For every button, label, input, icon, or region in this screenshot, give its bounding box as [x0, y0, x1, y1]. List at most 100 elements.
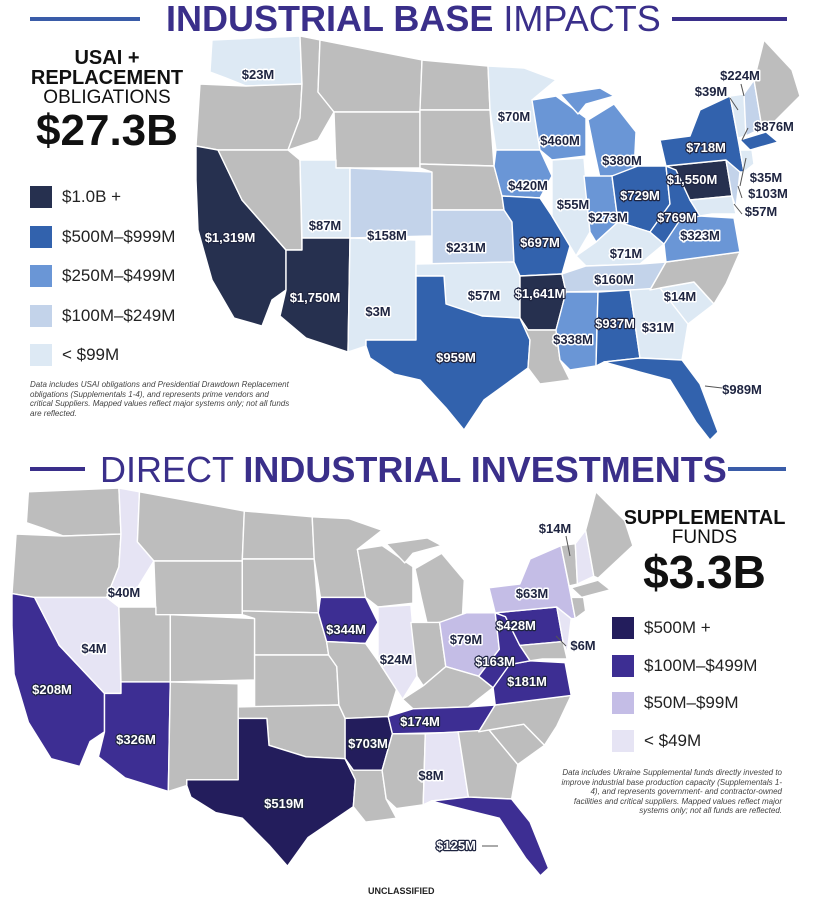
bottom-legend-item: < $49M: [612, 729, 702, 752]
top-value-ma: $876M: [754, 119, 794, 134]
top-legend-swatch: [30, 265, 52, 287]
top-header-line3: OBLIGATIONS: [43, 87, 171, 108]
top-value-ga: $31M: [642, 320, 675, 335]
bottom-legend-item: $500M +: [612, 617, 711, 639]
bottom-state-ks: [253, 654, 340, 708]
top-state-sd: [419, 109, 495, 167]
top-value-sc: $14M: [664, 289, 697, 304]
bottom-title-rule-left: [30, 467, 85, 471]
top-state-md: [689, 195, 737, 217]
top-legend-item: $250M–$499M: [30, 265, 175, 287]
top-header: USAI + REPLACEMENT OBLIGATIONS $27.3B: [22, 48, 192, 153]
top-state-ks: [431, 209, 515, 265]
bottom-note: Data includes Ukraine Supplemental funds…: [561, 768, 782, 816]
bottom-legend-item: $50M–$99M: [612, 692, 739, 714]
callout-leader-line: [555, 635, 567, 647]
bottom-value-ia: $344M: [326, 622, 366, 637]
bottom-title-light: DIRECT: [100, 449, 234, 490]
callout-leader-line: [739, 157, 747, 187]
top-value-co: $158M: [367, 228, 407, 243]
top-legend-item: $500M–$999M: [30, 225, 176, 248]
bottom-header-line2: FUNDS: [671, 527, 738, 548]
bottom-state-wy: [153, 560, 244, 616]
top-value-al: $937M: [595, 316, 635, 331]
bottom-state-ut: [118, 606, 172, 683]
bottom-value-va: $181M: [507, 674, 547, 689]
bottom-title-bold: INDUSTRIAL INVESTMENTS: [243, 449, 727, 490]
top-state-or: [195, 83, 303, 151]
bottom-state-tx: [186, 717, 357, 867]
bottom-state-nm: [167, 681, 239, 793]
top-title-rule-left: [30, 17, 140, 21]
top-legend-swatch: [30, 225, 52, 248]
footer-classification: UNCLASSIFIED: [368, 886, 435, 896]
top-state-la: [519, 317, 571, 385]
bottom-state-sd: [241, 558, 319, 614]
bottom-value-ny: $63M: [516, 586, 549, 601]
top-state-ma: [739, 131, 779, 151]
top-state-mi: [559, 87, 615, 115]
bottom-value-wv: $163M: [475, 654, 515, 669]
top-header-line2: REPLACEMENT: [30, 67, 184, 89]
top-legend-label: $250M–$499M: [62, 266, 176, 285]
top-legend-swatch: [30, 186, 52, 208]
top-value-ms: $338M: [553, 332, 593, 347]
top-value-nj: $103M: [748, 186, 788, 201]
bottom-legend-label: $100M–$499M: [644, 655, 758, 675]
bottom-state-wi: [356, 544, 414, 608]
bottom-state-ne: [241, 610, 330, 656]
top-state-ct: [739, 149, 755, 173]
bottom-title-rule-right: [728, 467, 786, 471]
bottom-state-fl: [430, 796, 550, 877]
bottom-legend-item: $100M–$499M: [612, 654, 758, 677]
top-legend-label: $100M–$249M: [62, 305, 176, 325]
top-value-md: $57M: [745, 204, 778, 219]
top-title: INDUSTRIAL BASE IMPACTS: [166, 1, 661, 37]
top-value-wa: $23M: [242, 67, 275, 82]
top-note: Data includes USAI obligations and Presi…: [30, 380, 290, 418]
top-state-wi: [531, 95, 587, 161]
top-value-nh: $224M: [720, 68, 760, 83]
bottom-value-fl: $125M: [436, 838, 476, 853]
bottom-total: $3.3B: [643, 546, 766, 598]
top-value-fl: $989M: [722, 382, 762, 397]
bottom-state-me: [584, 491, 634, 579]
callout-leader-line: [704, 385, 723, 389]
top-legend-label: $1.0B +: [62, 187, 122, 206]
top-value-mn: $70M: [498, 109, 531, 124]
bottom-legend-swatch: [612, 617, 634, 639]
bottom-state-mi: [385, 537, 443, 564]
top-legend-label: $500M–$999M: [62, 226, 176, 246]
top-state-mt: [317, 39, 423, 113]
bottom-legend-swatch: [612, 729, 634, 752]
callout-leader-line: [733, 203, 743, 215]
top-legend-item: < $99M: [30, 344, 119, 366]
bottom-state-md: [519, 640, 568, 662]
bottom-title: DIRECT INDUSTRIAL INVESTMENTS: [100, 452, 727, 488]
top-state-fl: [603, 357, 719, 441]
bottom-header-line1: SUPPLEMENTAL: [623, 507, 786, 529]
bottom-state-wa: [25, 487, 122, 537]
bottom-value-pa: $428M: [496, 618, 536, 633]
top-value-ia: $420M: [508, 178, 548, 193]
callout-leader-line: [737, 185, 743, 199]
top-state-wy: [333, 111, 421, 169]
bottom-value-nh: $14M: [539, 521, 572, 536]
bottom-value-tn: $174M: [400, 714, 440, 729]
top-value-az: $1,750M: [290, 290, 341, 305]
bottom-value-id: $40M: [108, 585, 141, 600]
bottom-value-ca: $208M: [32, 682, 72, 697]
top-value-in: $273M: [588, 210, 628, 225]
top-value-nm: $3M: [365, 304, 390, 319]
callout-leader-line: [565, 535, 571, 557]
top-value-tn: $160M: [594, 272, 634, 287]
bottom-legend-label: < $49M: [644, 730, 702, 750]
bottom-value-nj: $6M: [570, 638, 595, 653]
top-state-ne: [419, 163, 505, 211]
bottom-value-oh: $79M: [450, 632, 483, 647]
top-value-ny: $718M: [686, 140, 726, 155]
top-value-vt: $39M: [695, 84, 728, 99]
top-value-tx: $959M: [436, 350, 476, 365]
bottom-value-nv: $4M: [81, 641, 106, 656]
